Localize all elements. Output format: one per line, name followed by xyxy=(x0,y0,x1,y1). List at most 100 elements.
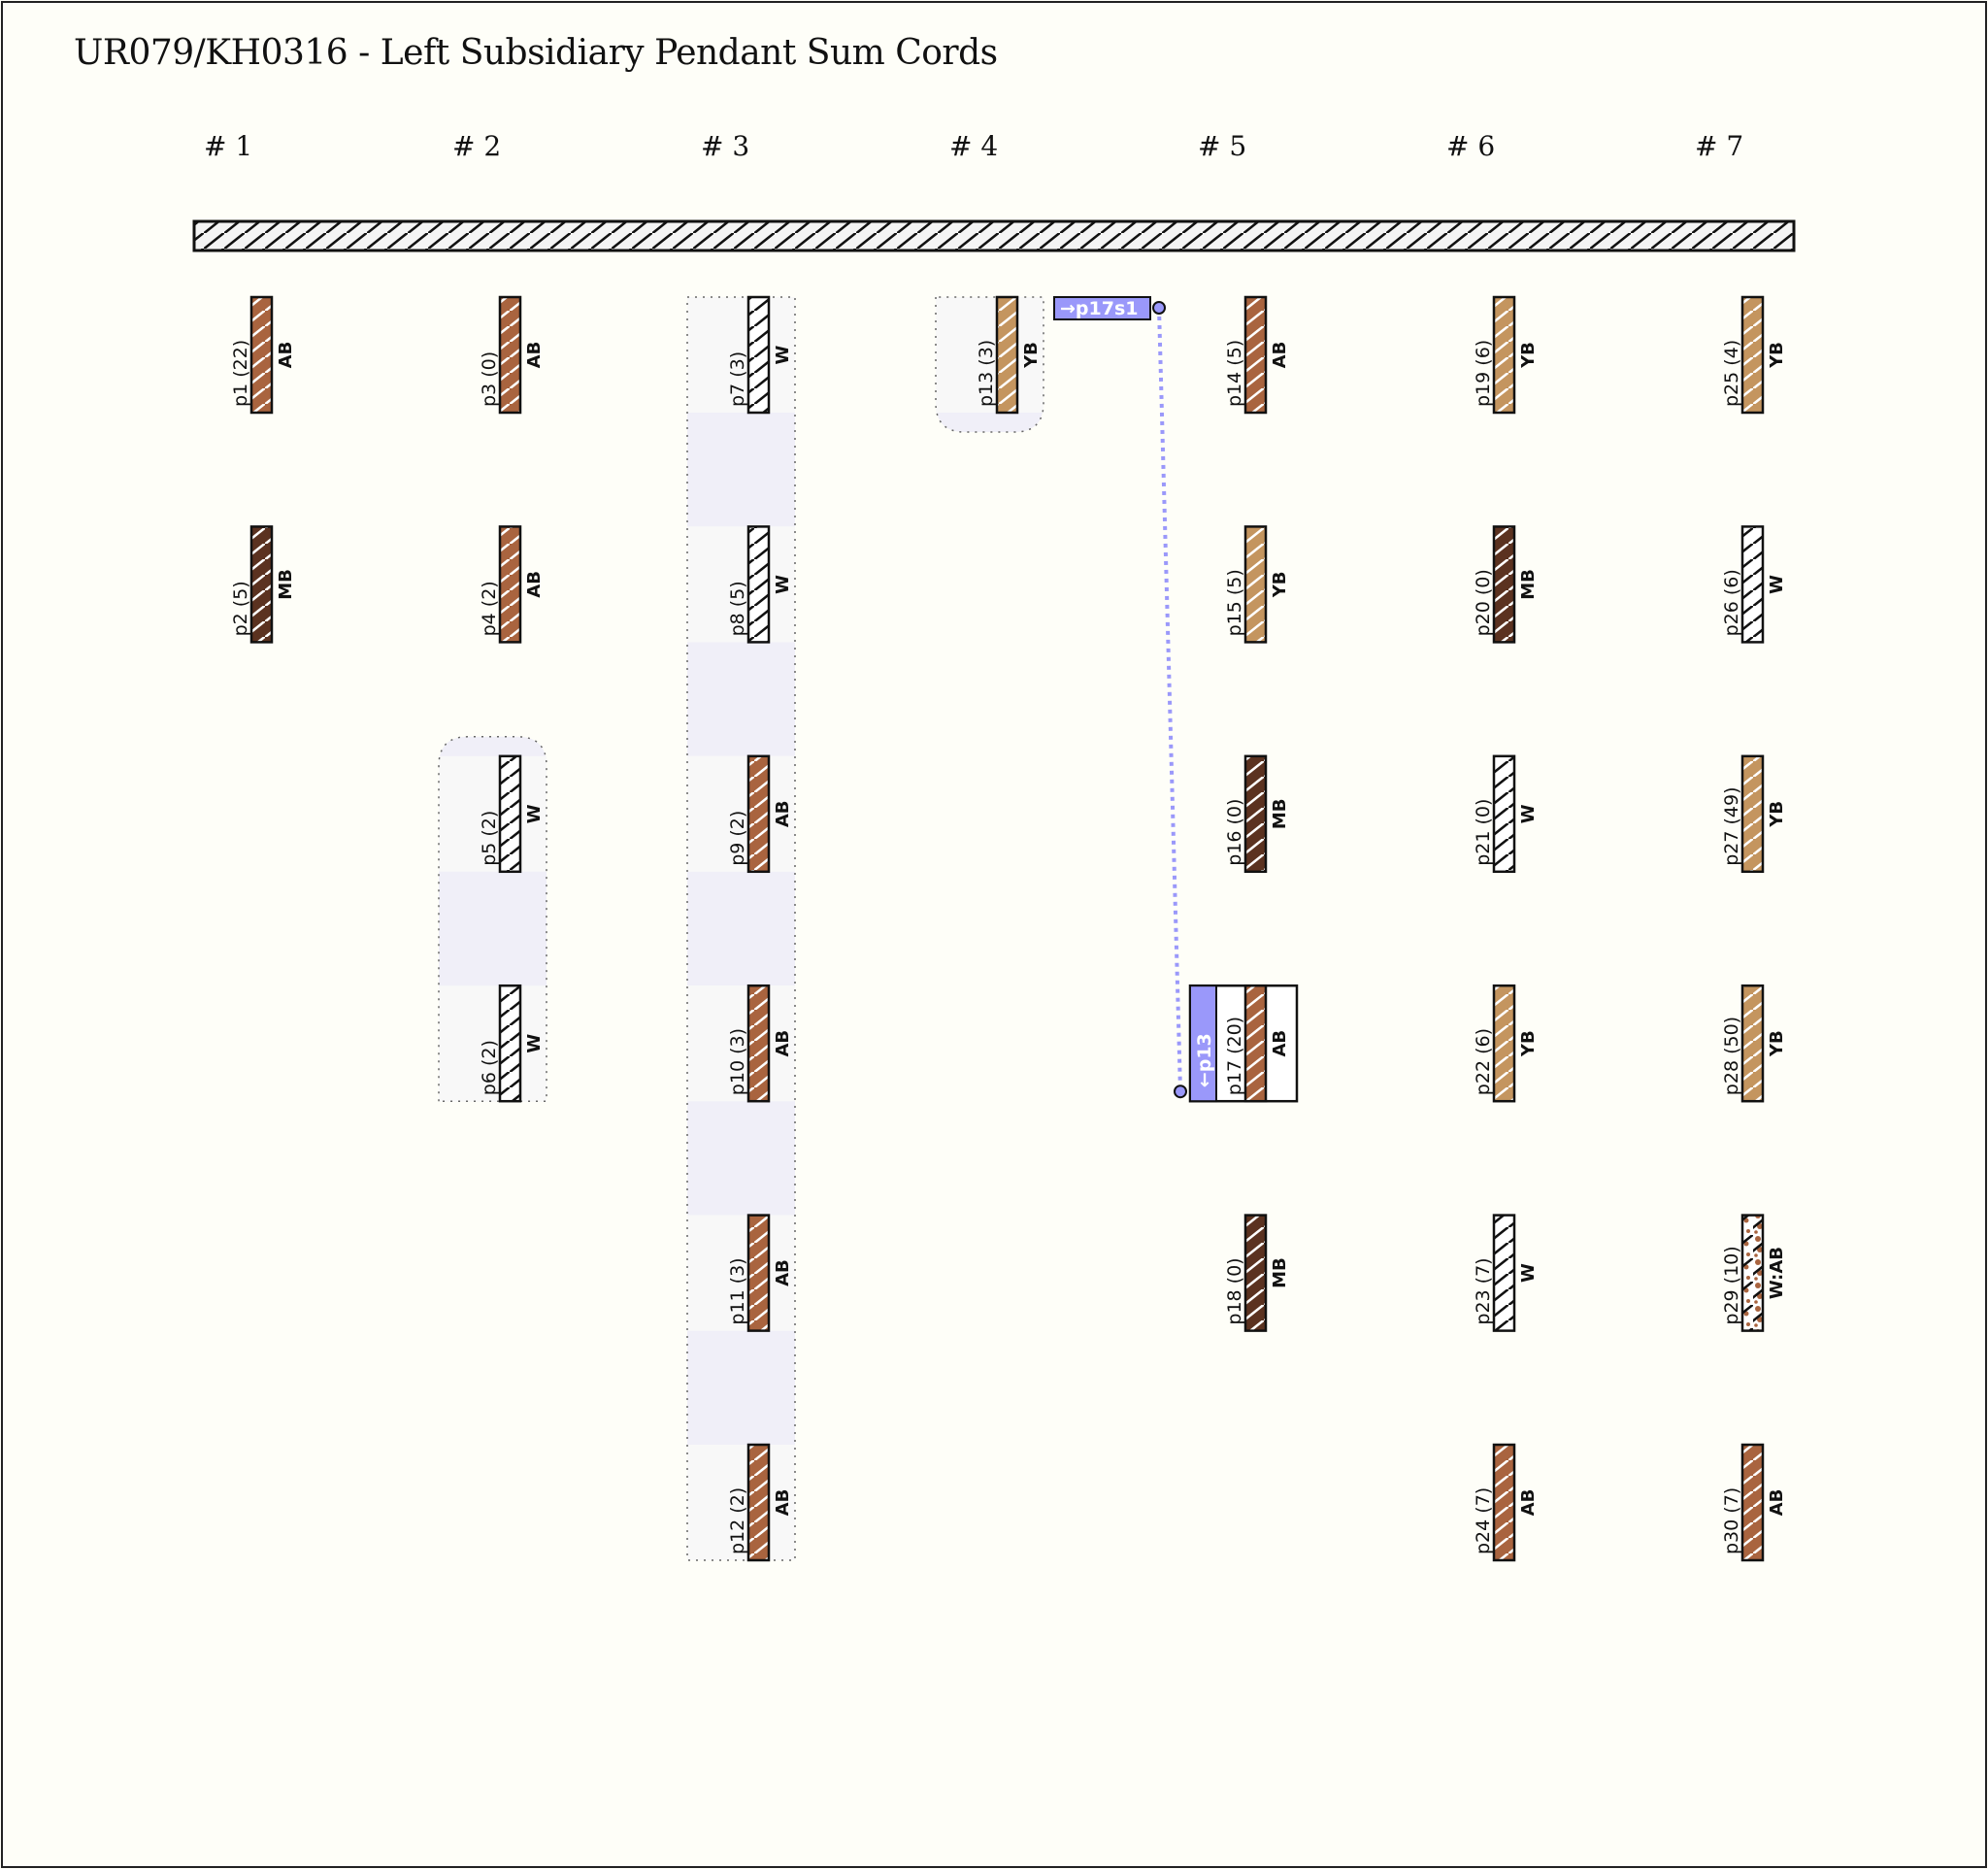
group-band xyxy=(936,297,1044,413)
pendant-cord-p16: p16 (0) MB xyxy=(1224,754,1290,874)
column-header-1: # 1 xyxy=(204,130,252,162)
pendant-cord-p27: p27 (49) YB xyxy=(1721,754,1787,874)
pendant-cord-p6: p6 (2) W xyxy=(479,984,545,1103)
color-label: YB xyxy=(1270,572,1290,599)
color-label: AB xyxy=(1270,1030,1290,1057)
group-band xyxy=(687,755,795,872)
link-in-band xyxy=(1189,985,1217,1103)
link-out-label: →p17s1 xyxy=(1060,298,1139,319)
pendant-label: p25 (4) xyxy=(1721,340,1742,407)
column-header-3: # 3 xyxy=(701,130,749,162)
group-outline xyxy=(686,296,796,1561)
pendant-cord-p12: p12 (2) AB xyxy=(727,1443,793,1562)
color-label: W xyxy=(524,1034,545,1053)
color-label: W xyxy=(1518,804,1539,823)
color-label: AB xyxy=(1767,1489,1787,1517)
pendant-label: p27 (49) xyxy=(1721,787,1742,866)
pendant-label: p30 (7) xyxy=(1721,1487,1742,1554)
pendant-cord-p29: p29 (10) W:AB xyxy=(1721,1214,1787,1332)
color-label: AB xyxy=(524,342,545,369)
pendant-cord xyxy=(498,984,522,1103)
link-start-dot xyxy=(1152,301,1166,315)
color-label: AB xyxy=(524,571,545,598)
color-label: YB xyxy=(1767,801,1787,828)
pendant-cord xyxy=(746,984,771,1103)
pendant-label: p26 (6) xyxy=(1721,569,1742,636)
pendant-cord-p10: p10 (3) AB xyxy=(727,984,793,1103)
group-gap-band xyxy=(687,871,795,986)
pendant-label: p13 (3) xyxy=(976,340,997,407)
pendant-cord-p2: p2 (5) MB xyxy=(230,525,296,644)
pendant-cord-p1: p1 (22) AB xyxy=(230,295,296,415)
pendant-cord xyxy=(1492,1214,1516,1332)
pendant-cord-p5: p5 (2) W xyxy=(479,754,545,874)
primary-cord xyxy=(192,219,1796,252)
pendant-cord-p23: p23 (7) W xyxy=(1473,1214,1539,1332)
pendant-cord-p28: p28 (50) YB xyxy=(1721,984,1787,1103)
pendant-cord-p13: p13 (3) YB xyxy=(976,295,1042,415)
color-label: W xyxy=(524,804,545,823)
link-end-dot xyxy=(1174,1085,1187,1099)
pendant-group xyxy=(686,296,796,1561)
pendant-cord-p18: p18 (0) MB xyxy=(1224,1214,1290,1332)
pendant-cord-p11: p11 (3) AB xyxy=(727,1214,793,1332)
pendant-label: p3 (0) xyxy=(479,351,500,407)
pendant-cord xyxy=(1243,525,1268,644)
pendant-cord-p25: p25 (4) YB xyxy=(1721,295,1787,415)
pendant-cord xyxy=(1492,984,1516,1103)
pendant-cord-p19: p19 (6) YB xyxy=(1473,295,1539,415)
pendant-cord xyxy=(1243,1214,1268,1332)
pendant-cord xyxy=(746,754,771,874)
link-in-label: ←p13 xyxy=(1194,1033,1215,1087)
pendant-cord xyxy=(746,1214,771,1332)
pendant-cord-p22: p22 (6) YB xyxy=(1473,984,1539,1103)
pendant-cord-p26: p26 (6) W xyxy=(1721,525,1787,644)
pendant-cord xyxy=(1740,295,1765,415)
pendant-cord xyxy=(1492,525,1516,644)
color-label: AB xyxy=(1270,342,1290,369)
pendant-cord xyxy=(1243,754,1268,874)
pendant-label: p16 (0) xyxy=(1224,799,1245,866)
pendant-cord xyxy=(1492,754,1516,874)
pendant-cord xyxy=(995,295,1019,415)
color-label: W xyxy=(773,345,793,364)
pendant-cord xyxy=(746,295,771,415)
link-line xyxy=(1157,307,1182,1092)
color-label: AB xyxy=(276,342,296,369)
color-label: YB xyxy=(1021,342,1042,369)
pendant-cord-p8: p8 (5) W xyxy=(727,525,793,644)
pendant-cord-p9: p9 (2) AB xyxy=(727,754,793,874)
pendant-cord xyxy=(1740,754,1765,874)
pendant-cord-p14: p14 (5) AB xyxy=(1224,295,1290,415)
color-label: AB xyxy=(773,1030,793,1057)
column-header-2: # 2 xyxy=(452,130,501,162)
color-label: MB xyxy=(1270,798,1290,829)
pendant-cord xyxy=(498,754,522,874)
pendant-label: p9 (2) xyxy=(727,811,748,866)
pendant-cord xyxy=(498,525,522,644)
group-gap-band xyxy=(687,642,795,756)
group-band xyxy=(687,1445,795,1560)
color-label: AB xyxy=(773,1259,793,1286)
color-label: YB xyxy=(1767,342,1787,369)
pendant-cord xyxy=(746,1443,771,1562)
pendant-label: p28 (50) xyxy=(1721,1017,1742,1095)
pendant-label: p1 (22) xyxy=(230,340,251,407)
pendant-cord xyxy=(746,525,771,644)
pendant-cord xyxy=(1243,295,1268,415)
pendant-cord-p20: p20 (0) MB xyxy=(1473,525,1539,644)
group-band xyxy=(687,1215,795,1331)
color-label: AB xyxy=(773,800,793,827)
group-gap-band xyxy=(687,1330,795,1445)
color-label: W xyxy=(1767,575,1787,594)
group-outline xyxy=(935,296,1044,433)
pendant-cord xyxy=(1740,525,1765,644)
pendant-label: p10 (3) xyxy=(727,1028,748,1095)
pendant-label: p21 (0) xyxy=(1473,799,1494,866)
pendant-cord xyxy=(1740,984,1765,1103)
pendant-label: p20 (0) xyxy=(1473,569,1494,636)
pendant-label: p5 (2) xyxy=(479,811,500,866)
pendant-cord-p4: p4 (2) AB xyxy=(479,525,545,644)
link-p13-p17: →p17s1 xyxy=(1053,296,1187,1099)
pendant-label: p24 (7) xyxy=(1473,1487,1494,1554)
